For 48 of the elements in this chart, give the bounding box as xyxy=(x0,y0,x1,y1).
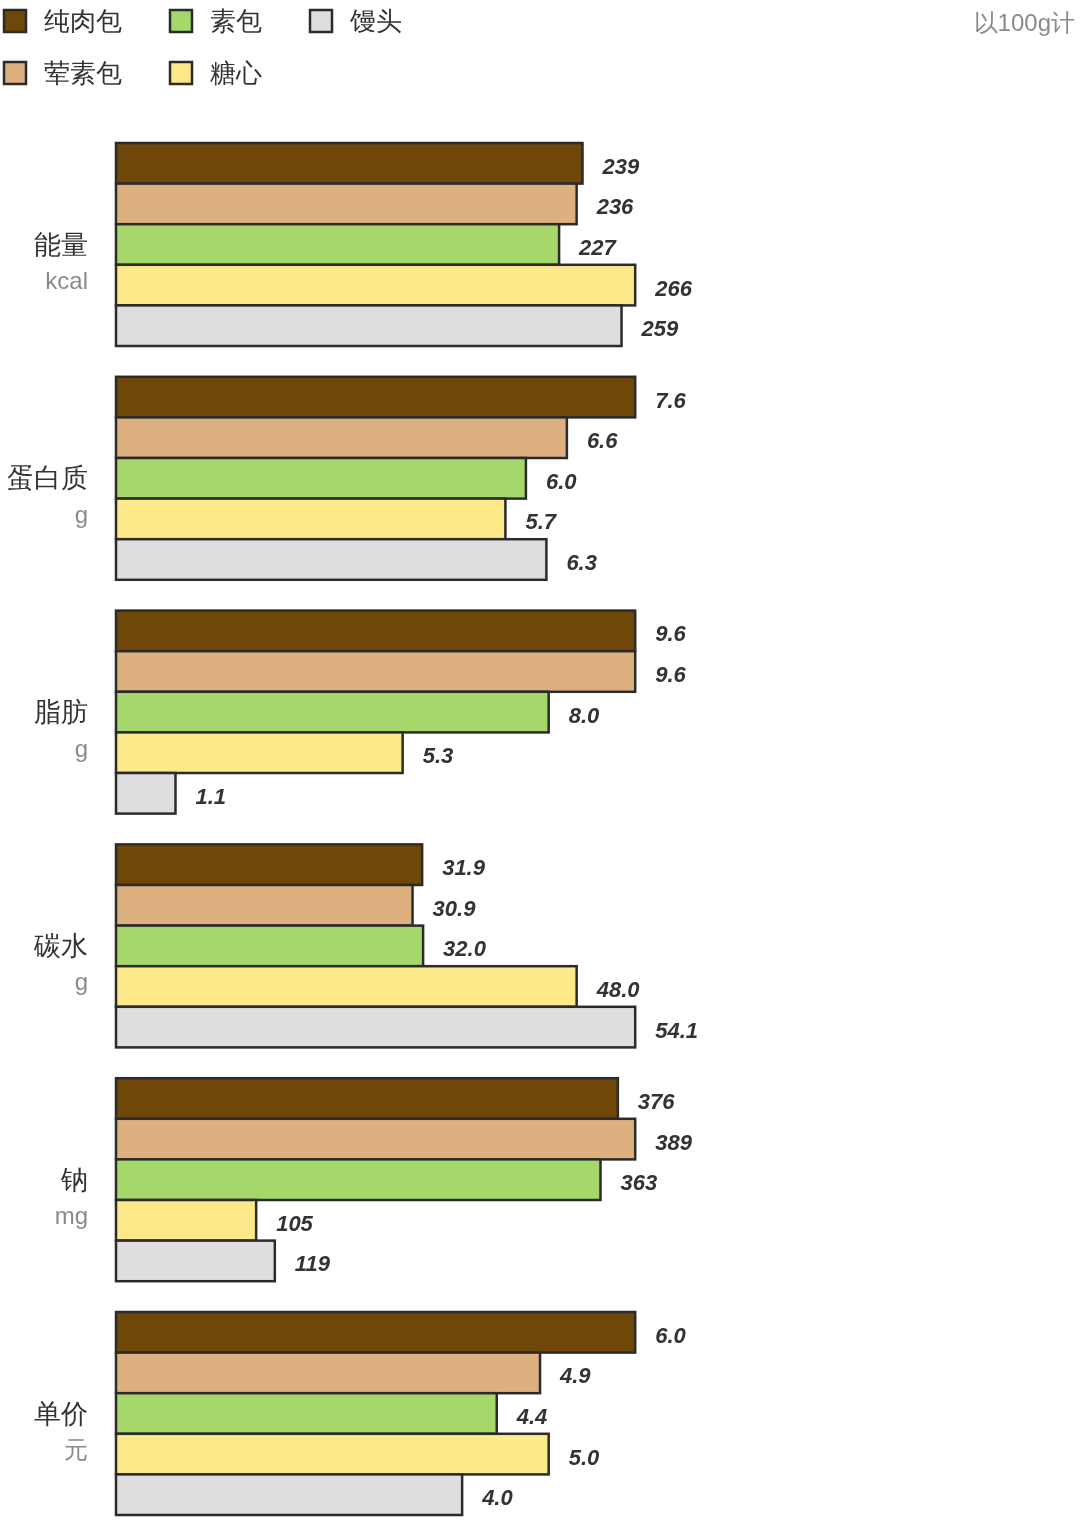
data-label: 363 xyxy=(620,1170,658,1196)
data-label: 1.1 xyxy=(195,783,227,809)
data-label: 32.0 xyxy=(443,936,487,962)
data-label: 6.6 xyxy=(586,428,619,454)
x-axis-title: g xyxy=(74,500,88,528)
data-label: 30.9 xyxy=(432,895,477,921)
data-label: 389 xyxy=(655,1129,693,1155)
legend-label: 荤素包 xyxy=(44,58,122,88)
data-label: 236 xyxy=(595,194,635,220)
y-tick-label: 单价 xyxy=(34,1398,88,1429)
data-label: 6.0 xyxy=(545,468,578,494)
y-tick-label: 能量 xyxy=(34,229,88,260)
y-tick-label: 钠 xyxy=(60,1164,88,1195)
data-label: 227 xyxy=(578,235,618,260)
data-label: 5.3 xyxy=(422,743,454,769)
x-axis-title: g xyxy=(74,734,88,762)
data-label: 4.0 xyxy=(481,1485,514,1511)
x-axis-title: g xyxy=(74,968,88,996)
legend-label: 素包 xyxy=(210,6,262,36)
y-tick-label: 碳水 xyxy=(33,930,88,961)
data-label: 7.6 xyxy=(655,387,687,413)
x-axis-title: mg xyxy=(54,1202,88,1230)
data-label: 54.1 xyxy=(655,1017,699,1043)
data-label: 376 xyxy=(637,1089,676,1114)
text: 以100g计 xyxy=(973,8,1075,36)
data-label: 5.7 xyxy=(525,509,558,535)
data-label: 8.0 xyxy=(568,702,601,728)
legend-label: 糖心 xyxy=(210,58,262,88)
data-label: 239 xyxy=(601,153,640,179)
data-label: 31.9 xyxy=(442,855,486,881)
data-label: 48.0 xyxy=(595,977,641,1002)
data-label: 119 xyxy=(294,1251,331,1277)
data-label: 6.3 xyxy=(566,550,597,575)
data-label: 105 xyxy=(276,1210,314,1236)
y-tick-label: 脂肪 xyxy=(34,697,88,728)
x-axis-title: kcal xyxy=(45,267,88,294)
data-label: 6.0 xyxy=(655,1322,687,1348)
data-label: 4.4 xyxy=(515,1404,548,1429)
data-label: 9.6 xyxy=(655,662,687,687)
data-label: 266 xyxy=(654,275,693,301)
data-label: 5.0 xyxy=(568,1444,601,1470)
y-tick-label: 蛋白质 xyxy=(7,463,88,494)
legend-label: 纯肉包 xyxy=(44,6,122,36)
x-axis-title: 元 xyxy=(64,1436,88,1463)
data-label: 9.6 xyxy=(655,621,687,647)
data-label: 259 xyxy=(640,316,680,342)
data-label: 4.9 xyxy=(559,1363,592,1389)
legend-label: 馒头 xyxy=(349,6,402,36)
